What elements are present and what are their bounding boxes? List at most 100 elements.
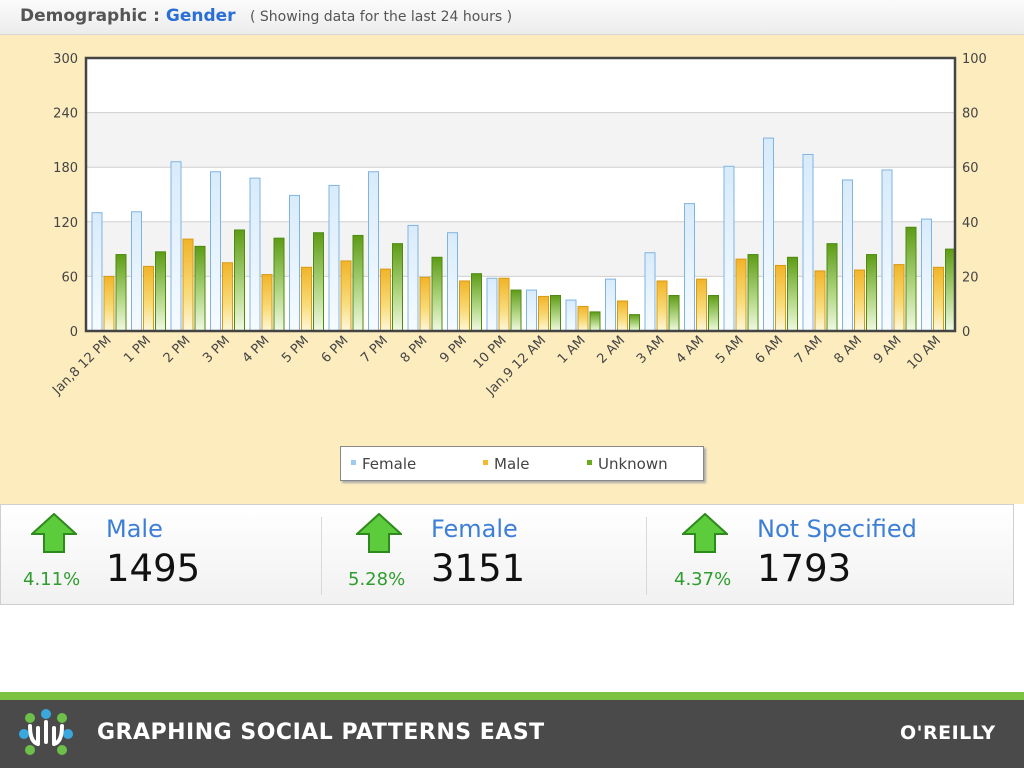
legend-item-female[interactable]: Female: [351, 455, 416, 473]
bar-female: [407, 224, 419, 332]
bar-male: [854, 269, 865, 332]
legend-label-unknown: Unknown: [598, 455, 668, 473]
bar-female: [289, 194, 300, 332]
bar-male: [143, 265, 154, 332]
bar-unknown: [234, 229, 245, 332]
bar-female: [486, 277, 498, 332]
bar-unknown: [155, 251, 166, 332]
bar-unknown: [352, 234, 364, 332]
y-tick-left: 180: [53, 161, 78, 176]
stats-bar: Male 1495 4.11% Female 3151 5.28% Not Sp…: [0, 504, 1014, 605]
bar-male: [498, 277, 510, 332]
y-tick-right: 100: [962, 52, 987, 67]
bar-male: [735, 258, 747, 332]
bar-female: [170, 161, 182, 332]
bar-male: [222, 262, 233, 332]
bar-unknown: [550, 295, 561, 332]
x-tick-label: 2 PM: [161, 333, 194, 366]
stat-value: 3151: [431, 547, 526, 590]
x-tick-label: 5 PM: [279, 333, 312, 366]
x-tick-label: 7 PM: [358, 333, 391, 366]
stat-value: 1793: [757, 547, 852, 590]
bar-male: [933, 266, 944, 332]
plot-band: [86, 112, 955, 168]
bar-unknown: [471, 273, 482, 332]
bar-unknown: [866, 254, 877, 332]
stat-male: Male 1495 4.11%: [1, 505, 326, 604]
bar-unknown: [826, 243, 838, 332]
stat-label: Not Specified: [757, 515, 917, 543]
x-tick-label: 8 PM: [398, 333, 431, 366]
x-tick-label: 2 AM: [594, 333, 628, 367]
bar-male: [696, 278, 707, 332]
y-tick-left: 60: [61, 270, 78, 285]
y-tick-right: 0: [962, 325, 970, 340]
bar-male: [261, 274, 273, 332]
bar-female: [921, 218, 932, 332]
legend-label-female: Female: [362, 455, 417, 473]
y-tick-right: 60: [962, 161, 979, 176]
footer-title: GRAPHING SOCIAL PATTERNS EAST: [97, 720, 545, 745]
bar-unknown: [313, 232, 324, 332]
legend-label-male: Male: [494, 455, 530, 473]
y-tick-left: 0: [70, 325, 78, 340]
bar-chart: 300 240 180 120 60 0 100 80 60 40 20 0 Jan,8 12 PM…: [49, 52, 987, 399]
bar-female: [684, 203, 695, 332]
legend-item-unknown[interactable]: Unknown: [587, 455, 668, 473]
bar-male: [617, 300, 628, 332]
bar-male: [182, 238, 194, 332]
stat-label: Male: [106, 515, 163, 543]
x-tick-label: 8 AM: [831, 333, 865, 367]
bar-unknown: [392, 243, 403, 332]
bar-male: [301, 266, 312, 332]
bar-female: [644, 252, 656, 332]
up-arrow-icon: [356, 513, 402, 553]
legend-swatch-unknown: [587, 460, 592, 465]
bar-female: [526, 289, 537, 332]
bar-male: [103, 275, 115, 332]
bar-male: [340, 260, 352, 332]
stat-not-specified: Not Specified 1793 4.37%: [652, 505, 977, 604]
bar-unknown: [747, 254, 759, 332]
x-tick-label: Jan,8 12 PM: [49, 333, 114, 398]
x-tick-label: 5 AM: [713, 333, 747, 367]
x-tick-label: 1 PM: [121, 333, 154, 366]
footer-accent-line: [0, 692, 1024, 700]
bar-female: [842, 179, 853, 332]
stat-value: 1495: [106, 547, 201, 590]
bar-male: [577, 305, 589, 332]
bar-female: [249, 177, 261, 332]
y-tick-right: 40: [962, 216, 979, 231]
social-network-logo-icon: [19, 709, 73, 755]
legend-item-male[interactable]: Male: [483, 455, 530, 473]
header-label: Demographic :: [20, 6, 160, 26]
header-note: ( Showing data for the last 24 hours ): [250, 9, 513, 25]
bar-male: [419, 276, 431, 332]
header-value[interactable]: Gender: [165, 6, 236, 26]
bar-male: [814, 270, 826, 332]
bar-female: [881, 169, 893, 332]
bar-female: [763, 137, 774, 332]
bar-female: [91, 212, 103, 332]
bar-female: [447, 232, 458, 332]
bar-unknown: [708, 295, 719, 332]
up-arrow-icon: [682, 513, 728, 553]
bar-male: [459, 280, 470, 332]
plot-band: [86, 58, 955, 113]
publisher-logo: O'REILLY: [900, 722, 996, 744]
stat-label: Female: [431, 515, 518, 543]
stat-divider: [321, 517, 322, 595]
y-tick-left: 300: [53, 52, 78, 67]
bar-male: [893, 264, 905, 332]
x-tick-label: 10 PM: [471, 333, 510, 372]
bar-unknown: [431, 256, 443, 332]
x-tick-label: 9 PM: [437, 333, 470, 366]
bar-female: [565, 299, 577, 332]
bar-unknown: [787, 256, 798, 332]
stat-percent: 4.11%: [23, 569, 81, 590]
x-tick-label: 6 AM: [752, 333, 786, 367]
y-tick-left: 240: [53, 107, 78, 122]
bar-male: [656, 280, 668, 332]
slide-footer: GRAPHING SOCIAL PATTERNS EAST O'REILLY: [0, 700, 1024, 768]
x-tick-label: 4 AM: [673, 333, 707, 367]
